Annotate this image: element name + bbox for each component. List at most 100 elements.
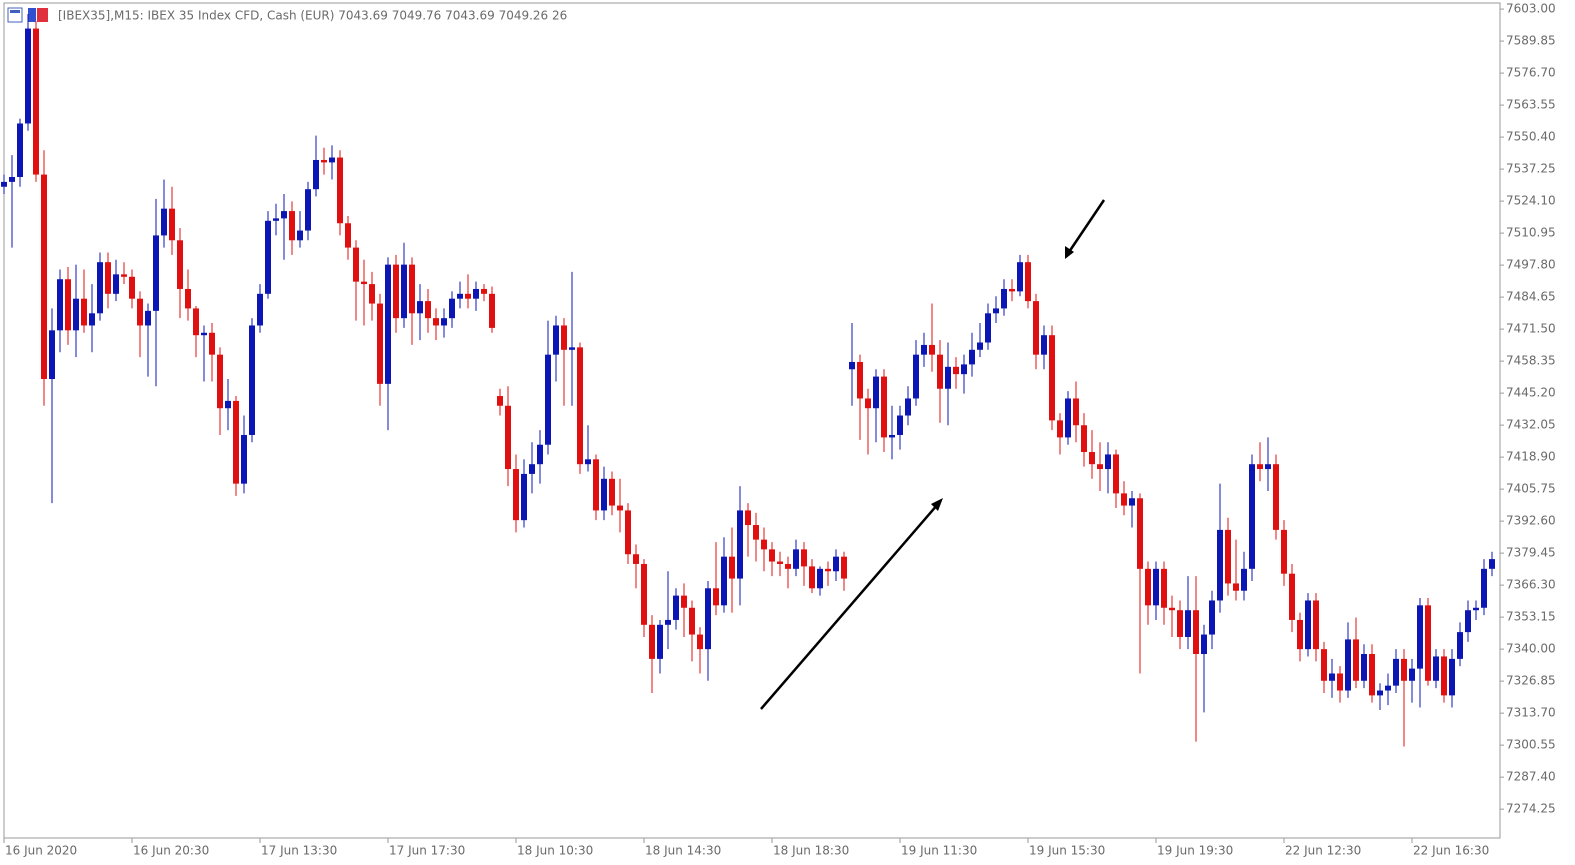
icon bbox=[10, 10, 20, 13]
candle-body bbox=[1465, 610, 1471, 633]
candle-body bbox=[1481, 568, 1487, 608]
candle-body bbox=[193, 308, 199, 336]
arrow-head bbox=[931, 498, 943, 511]
candle-body bbox=[745, 510, 751, 526]
candle-body bbox=[825, 568, 831, 572]
candle-body bbox=[393, 264, 399, 319]
candle-body bbox=[497, 396, 503, 406]
candle-body bbox=[1113, 454, 1119, 494]
candle-body bbox=[833, 556, 839, 572]
candle-body bbox=[257, 293, 263, 326]
candle-body bbox=[1369, 654, 1375, 696]
candle-body bbox=[353, 247, 359, 282]
candle-body bbox=[1257, 464, 1263, 470]
candle-body bbox=[569, 347, 575, 350]
candle-body bbox=[1457, 632, 1463, 659]
candle-body bbox=[609, 478, 615, 506]
candle-body bbox=[1017, 262, 1023, 292]
annotation-arrow bbox=[1065, 199, 1106, 259]
candle-body bbox=[897, 415, 903, 435]
candle-body bbox=[809, 566, 815, 589]
candle-body bbox=[289, 211, 295, 241]
candle-body bbox=[945, 366, 951, 389]
candle-body bbox=[633, 554, 639, 564]
candle-body bbox=[1161, 568, 1167, 608]
candle-body bbox=[1081, 425, 1087, 453]
candle-body bbox=[641, 563, 647, 625]
arrow-line bbox=[760, 503, 939, 710]
candle-body bbox=[1473, 607, 1479, 611]
candle-body bbox=[1233, 583, 1239, 591]
candle-body bbox=[545, 354, 551, 445]
candle-body bbox=[1265, 464, 1271, 470]
x-tick-label: 17 Jun 17:30 bbox=[389, 844, 465, 858]
candle-body bbox=[1225, 529, 1231, 584]
candle-body bbox=[89, 313, 95, 326]
candle-body bbox=[465, 293, 471, 299]
y-tick-label: 7274.25 bbox=[1506, 802, 1556, 816]
candle-body bbox=[233, 400, 239, 484]
y-tick-label: 7550.40 bbox=[1506, 130, 1556, 144]
candle-body bbox=[1297, 619, 1303, 650]
candle-body bbox=[1417, 605, 1423, 669]
candle-body bbox=[993, 308, 999, 314]
candle-body bbox=[305, 189, 311, 231]
y-tick-label: 7287.40 bbox=[1506, 770, 1556, 784]
y-tick-label: 7563.55 bbox=[1506, 98, 1556, 112]
candle-body bbox=[689, 607, 695, 635]
candle-body bbox=[681, 595, 687, 608]
candle-body bbox=[1073, 398, 1079, 426]
chart-title: [IBEX35],M15: IBEX 35 Index CFD, Cash (E… bbox=[58, 9, 567, 23]
icon bbox=[28, 8, 36, 22]
candle-body bbox=[985, 313, 991, 343]
candle-body bbox=[441, 318, 447, 326]
candle-body bbox=[433, 318, 439, 326]
candle-body bbox=[801, 549, 807, 567]
candle-body bbox=[241, 434, 247, 484]
x-tick-label: 22 Jun 12:30 bbox=[1285, 844, 1361, 858]
candle-body bbox=[369, 284, 375, 304]
candle-body bbox=[361, 281, 367, 285]
candle-body bbox=[1313, 600, 1319, 650]
candle-body bbox=[81, 298, 87, 326]
candle-body bbox=[1401, 658, 1407, 681]
y-tick-label: 7418.90 bbox=[1506, 450, 1556, 464]
candle-body bbox=[169, 208, 175, 241]
candle-body bbox=[1105, 454, 1111, 470]
candle-body bbox=[185, 288, 191, 309]
y-tick-label: 7366.30 bbox=[1506, 578, 1556, 592]
candle-body bbox=[729, 556, 735, 579]
x-tick-label: 18 Jun 10:30 bbox=[517, 844, 593, 858]
candle-body bbox=[1345, 639, 1351, 691]
x-tick-label: 16 Jun 2020 bbox=[5, 844, 77, 858]
candle-body bbox=[401, 264, 407, 319]
candle-body bbox=[321, 159, 327, 163]
candle-body bbox=[457, 293, 463, 299]
candle-body bbox=[377, 303, 383, 384]
y-tick-label: 7497.80 bbox=[1506, 258, 1556, 272]
candle-body bbox=[1009, 288, 1015, 292]
candle-body bbox=[1305, 600, 1311, 650]
candle-body bbox=[489, 293, 495, 328]
candle-body bbox=[1201, 634, 1207, 655]
candle-body bbox=[177, 240, 183, 289]
y-tick-label: 7537.25 bbox=[1506, 162, 1556, 176]
candle-body bbox=[873, 376, 879, 409]
y-tick-label: 7458.35 bbox=[1506, 354, 1556, 368]
y-tick-label: 7379.45 bbox=[1506, 546, 1556, 560]
candle-body bbox=[1353, 639, 1359, 681]
candle-body bbox=[1169, 607, 1175, 611]
annotation-arrow bbox=[760, 498, 943, 710]
candle-body bbox=[657, 624, 663, 659]
x-tick-label: 19 Jun 19:30 bbox=[1157, 844, 1233, 858]
candle-body bbox=[73, 298, 79, 331]
x-tick-label: 17 Jun 13:30 bbox=[261, 844, 337, 858]
icon bbox=[37, 8, 48, 22]
candle-body bbox=[889, 434, 895, 438]
candle-body bbox=[1409, 668, 1415, 681]
candle-body bbox=[697, 634, 703, 650]
candle-body bbox=[153, 235, 159, 311]
candle-body bbox=[329, 157, 335, 163]
candle-body bbox=[585, 459, 591, 465]
arrow-line bbox=[1067, 199, 1106, 253]
